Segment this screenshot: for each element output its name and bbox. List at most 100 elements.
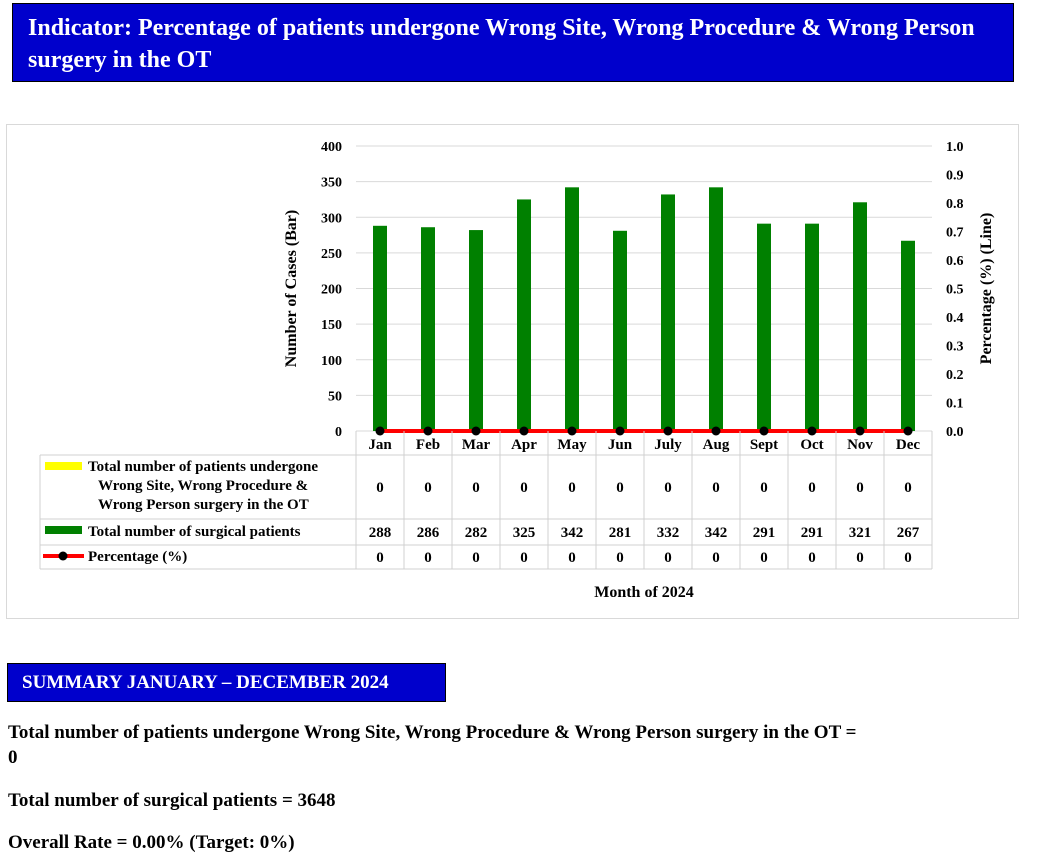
table-cell-value: 0 (856, 550, 864, 566)
line-point-july (663, 426, 673, 436)
line-point-sept (759, 426, 769, 436)
table-cell-value: 281 (609, 525, 632, 541)
chart-container: 0 50 100 150 200 250 300 350 400 0.0 0.1 0.2 0.3 0.4 0… (6, 124, 1019, 619)
table-cell-value: 0 (616, 550, 624, 566)
table-cell-value: 0 (520, 550, 528, 566)
y2-tick-label: 0.7 (946, 226, 964, 241)
table-cell-value: 0 (520, 480, 528, 496)
legend-key (45, 462, 82, 470)
table-cell-value: 288 (369, 525, 392, 541)
y2-tick-label: 0.8 (946, 197, 964, 212)
x-tick-label: Nov (847, 437, 873, 453)
bar-mar (469, 230, 483, 431)
x-tick-label: Sept (750, 437, 778, 453)
combo-chart: 0 50 100 150 200 250 300 350 400 0.0 0.1 0.2 0.3 0.4 0… (39, 140, 995, 601)
table-cell-value: 0 (424, 480, 432, 496)
table-cell-value: 0 (472, 550, 480, 566)
legend-key (45, 526, 82, 534)
bar-sept (757, 223, 771, 431)
x-tick-label: Apr (511, 437, 537, 453)
line-point-nov (855, 426, 865, 436)
bar-jan (373, 225, 387, 431)
table-cell-value: 0 (808, 480, 816, 496)
bar-aug (709, 187, 723, 431)
line-point-mar (471, 426, 481, 436)
table-cell-value: 0 (808, 550, 816, 566)
y-tick-label: 300 (321, 211, 342, 226)
table-cell-value: 291 (753, 525, 776, 541)
table-cell-value: 0 (568, 550, 576, 566)
y2-tick-label: 0.2 (946, 368, 964, 383)
bar-apr (517, 199, 531, 431)
y2-tick-label: 0.1 (946, 397, 964, 412)
bar-feb (421, 227, 435, 431)
summary-total-surgical: Total number of surgical patients = 3648 (8, 790, 336, 811)
legend-label: Wrong Person surgery in the OT (98, 497, 309, 513)
table-cell-value: 0 (760, 550, 768, 566)
y2-tick-label: 0.5 (946, 283, 964, 298)
summary-wrong-surgery-label: Total number of patients undergone Wrong… (8, 722, 857, 743)
indicator-header: Indicator: Percentage of patients underg… (12, 3, 1014, 82)
table-cell-value: 325 (513, 525, 536, 541)
x-tick-label: Dec (896, 437, 920, 453)
y2-tick-label: 1.0 (946, 140, 964, 155)
bar-july (661, 194, 675, 431)
table-cell-value: 0 (760, 480, 768, 496)
bar-may (565, 187, 579, 431)
y-tick-label: 0 (335, 425, 342, 440)
table-cell-value: 0 (904, 480, 912, 496)
legend-key-marker (58, 551, 68, 561)
table-cell-value: 0 (616, 480, 624, 496)
summary-wrong-surgery-line: Total number of patients undergone Wrong… (8, 720, 857, 770)
table-cell-value: 342 (705, 525, 728, 541)
y2-tick-label: 0.0 (946, 425, 964, 440)
x-tick-label: Aug (703, 437, 730, 453)
bar-dec (901, 240, 915, 431)
y2-tick-label: 0.3 (946, 340, 964, 355)
legend-label: Total number of surgical patients (88, 524, 301, 540)
summary-wrong-surgery-value: 0 (8, 747, 18, 768)
x-tick-label: July (654, 437, 682, 453)
bar-jun (613, 230, 627, 431)
y-axis-title: Number of Cases (Bar) (283, 210, 300, 367)
table-cell-value: 0 (664, 550, 672, 566)
table-cell-value: 332 (657, 525, 680, 541)
line-point-dec (903, 426, 913, 436)
table-cell-value: 0 (856, 480, 864, 496)
table-cell-value: 267 (897, 525, 920, 541)
y-tick-label: 100 (321, 354, 342, 369)
y-tick-label: 350 (321, 176, 342, 191)
legend-label: Total number of patients undergone (88, 459, 318, 475)
line-point-may (567, 426, 577, 436)
table-cell-value: 0 (376, 550, 384, 566)
summary-overall-rate: Overall Rate = 0.00% (Target: 0%) (8, 832, 295, 853)
y-tick-label: 50 (328, 389, 342, 404)
line-point-aug (711, 426, 721, 436)
x-tick-label: Jun (608, 437, 633, 453)
table-cell-value: 0 (424, 550, 432, 566)
bar-oct (805, 223, 819, 431)
x-tick-label: Jan (368, 437, 392, 453)
table-cell-value: 0 (376, 480, 384, 496)
y-tick-label: 150 (321, 318, 342, 333)
x-tick-label: May (557, 437, 587, 453)
bar-nov (853, 202, 867, 431)
y-tick-label: 250 (321, 247, 342, 262)
table-cell-value: 0 (712, 550, 720, 566)
y2-tick-label: 0.9 (946, 169, 964, 184)
legend-label: Percentage (%) (88, 549, 187, 565)
y2-axis-title: Percentage (%) (Line) (978, 213, 995, 365)
y-tick-label: 200 (321, 283, 342, 298)
line-point-feb (423, 426, 433, 436)
table-cell-value: 282 (465, 525, 488, 541)
line-point-jun (615, 426, 625, 436)
table-cell-value: 291 (801, 525, 824, 541)
table-cell-value: 0 (904, 550, 912, 566)
line-point-apr (519, 426, 529, 436)
table-cell-value: 321 (849, 525, 872, 541)
indicator-title: Indicator: Percentage of patients underg… (28, 15, 975, 73)
table-cell-value: 0 (712, 480, 720, 496)
line-point-jan (375, 426, 385, 436)
y2-tick-label: 0.4 (946, 311, 964, 326)
x-tick-label: Oct (800, 437, 823, 453)
